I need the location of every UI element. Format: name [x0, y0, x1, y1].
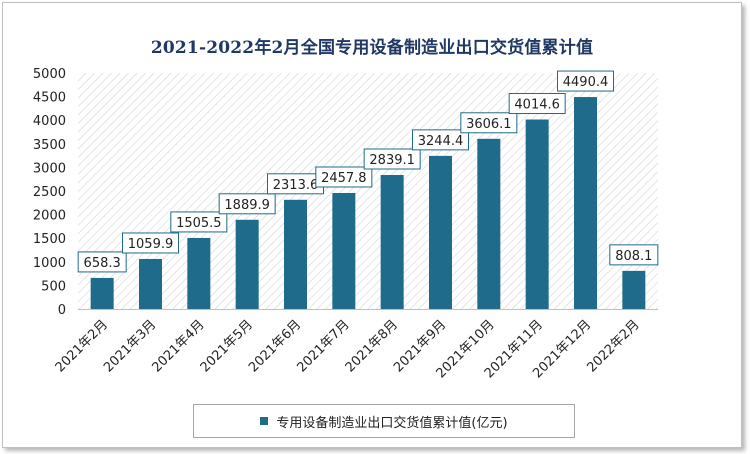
y-tick-label: 0 [58, 303, 66, 318]
data-label: 1505.5 [176, 216, 222, 231]
data-label: 2313.6 [273, 178, 319, 193]
data-label: 2839.1 [369, 153, 415, 168]
data-label-box [218, 193, 276, 215]
data-label-box [170, 211, 228, 233]
bar [477, 138, 501, 309]
y-tick-label: 2000 [33, 209, 66, 224]
data-label-box [460, 112, 518, 134]
y-axis: 0 500 1000 1500 2000 2500 3000 3500 4000 4500 5000 [33, 67, 658, 318]
y-tick-label: 5000 [33, 67, 66, 82]
bar [429, 155, 452, 309]
y-tick-label: 3000 [33, 161, 66, 176]
data-label-box [122, 232, 179, 254]
data-label: 658.3 [84, 256, 121, 271]
bar [187, 237, 211, 309]
data-label-box [557, 70, 614, 92]
bar [332, 192, 356, 309]
bar [380, 174, 404, 309]
data-label-box [412, 129, 469, 151]
x-tick-label: 2022年2月 [584, 317, 642, 375]
legend: 专用设备制造业出口交货值累计值(亿元) [193, 404, 575, 438]
bar [90, 277, 114, 309]
data-label-box [363, 148, 421, 170]
bar [284, 199, 307, 309]
data-label: 4490.4 [563, 75, 609, 90]
data-label-box [77, 251, 127, 273]
legend-swatch [260, 417, 269, 425]
data-label: 808.1 [615, 249, 652, 264]
data-label: 4014.6 [514, 98, 560, 113]
bar-chart: 0 500 1000 1500 2000 2500 3000 3500 4000 4500 5000… [33, 67, 659, 381]
bar [525, 119, 549, 309]
data-label-box [315, 166, 373, 188]
chart-title: 2021-2022年2月全国专用设备制造业出口交货值累计值 [150, 38, 594, 58]
data-label-box [508, 93, 566, 115]
chart-frame: 2021-2022年2月全国专用设备制造业出口交货值累计值 0 500 1000 15… [2, 2, 742, 448]
plot-area [78, 73, 658, 309]
bar [574, 97, 597, 309]
data-label: 3606.1 [466, 117, 512, 132]
legend-label: 专用设备制造业出口交货值累计值(亿元) [276, 415, 508, 431]
y-tick-label: 4500 [33, 91, 66, 106]
bar [139, 258, 162, 309]
y-tick-label: 500 [41, 279, 66, 294]
y-tick-label: 1500 [33, 232, 66, 247]
data-label: 1059.9 [128, 237, 174, 252]
y-tick-label: 3500 [33, 138, 66, 153]
data-label: 2457.8 [321, 171, 367, 186]
y-tick-label: 4000 [33, 114, 66, 129]
x-axis: 2021年2月2021年3月2021年4月2021年5月2021年6月2021年… [53, 317, 643, 381]
y-tick-label: 1000 [33, 256, 66, 271]
bar [235, 219, 259, 309]
data-label: 3244.4 [418, 134, 464, 149]
y-tick-label: 2500 [33, 185, 66, 200]
data-label: 1889.9 [224, 198, 270, 213]
bar [622, 270, 646, 309]
data-label-box [609, 244, 659, 266]
